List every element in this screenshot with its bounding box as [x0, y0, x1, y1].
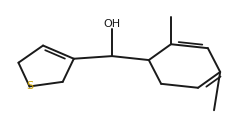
Text: S: S: [26, 81, 33, 91]
Text: OH: OH: [103, 19, 121, 29]
